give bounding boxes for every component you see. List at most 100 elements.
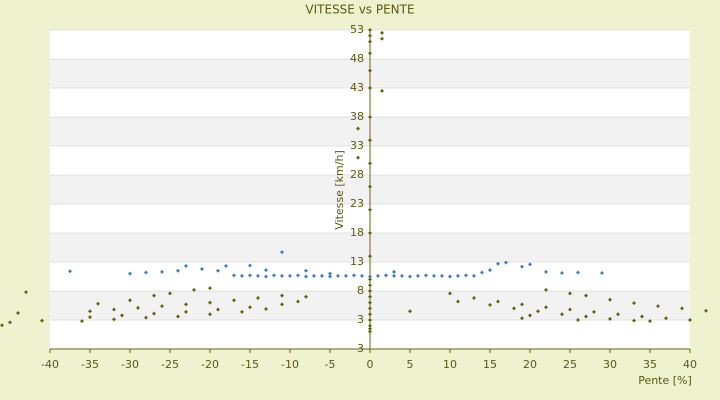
point [152, 311, 156, 316]
point [400, 273, 404, 278]
point [368, 254, 372, 259]
point [24, 290, 28, 295]
point [392, 273, 396, 278]
x-tick-label: 25 [563, 358, 577, 371]
point [600, 271, 604, 276]
point [544, 287, 548, 292]
point [368, 33, 372, 38]
point [368, 300, 372, 305]
point [368, 294, 372, 299]
point [344, 273, 348, 278]
point [184, 264, 188, 269]
point [356, 155, 360, 160]
point [368, 274, 372, 279]
point [0, 323, 4, 328]
chart-title: VITESSE vs PENTE [305, 3, 414, 17]
point [416, 273, 420, 278]
point [368, 289, 372, 293]
point [96, 301, 100, 306]
point [616, 312, 620, 317]
point [632, 318, 636, 323]
point [520, 302, 524, 307]
point [168, 291, 172, 296]
x-tick-label: -40 [41, 358, 59, 371]
y-tick-label: 23 [350, 197, 364, 210]
point [632, 301, 636, 306]
point [368, 28, 372, 32]
point [488, 268, 492, 273]
point [80, 319, 84, 324]
point [592, 309, 596, 314]
point [368, 39, 372, 44]
point [368, 283, 372, 288]
x-axis-title: Pente [%] [638, 374, 692, 387]
point [584, 293, 588, 298]
point [568, 291, 572, 296]
point [368, 277, 372, 282]
point [448, 291, 452, 296]
point [320, 273, 324, 278]
point [368, 51, 372, 56]
x-tick-label: 30 [603, 358, 617, 371]
point [184, 302, 188, 307]
point [368, 312, 372, 317]
y-tick-label: 3 [357, 313, 364, 326]
point [608, 297, 612, 302]
point [544, 305, 548, 310]
point [144, 270, 148, 275]
point [192, 287, 196, 292]
y-axis-title: Vitesse [km/h] [333, 150, 346, 230]
point [568, 307, 572, 312]
point [264, 268, 268, 273]
point [368, 323, 372, 328]
x-tick-label: -25 [161, 358, 179, 371]
point [560, 271, 564, 276]
point [304, 274, 308, 279]
point [544, 269, 548, 274]
point [248, 273, 252, 278]
point [472, 273, 476, 278]
point [368, 207, 372, 212]
point [328, 271, 332, 276]
point [356, 126, 360, 131]
point [688, 318, 692, 322]
point [176, 314, 180, 319]
point [280, 293, 284, 298]
point [528, 313, 532, 318]
point [272, 273, 276, 278]
y-tick-label: 43 [350, 81, 364, 94]
point [248, 263, 252, 268]
point [528, 262, 532, 267]
point [488, 302, 492, 307]
point [496, 261, 500, 266]
y-tick-label: 28 [350, 168, 364, 181]
point [640, 314, 644, 319]
point [216, 268, 220, 273]
point [368, 161, 372, 166]
point [392, 269, 396, 274]
point [576, 318, 580, 322]
point [608, 316, 612, 321]
y-tick-label: 53 [350, 23, 364, 36]
point [16, 311, 20, 316]
y-tick-label: 13 [350, 255, 364, 268]
point [280, 250, 284, 255]
point [136, 305, 140, 310]
point [496, 299, 500, 304]
point [304, 268, 308, 273]
point [160, 269, 164, 274]
point [520, 316, 524, 321]
point [512, 306, 516, 311]
point [656, 304, 660, 309]
point [216, 307, 220, 312]
point [120, 313, 124, 318]
point [336, 273, 340, 278]
point [368, 68, 372, 73]
point [176, 268, 180, 273]
point [240, 309, 244, 314]
point [408, 274, 412, 279]
point [376, 273, 380, 278]
y-tick-label: 38 [350, 110, 364, 123]
point [368, 329, 372, 334]
